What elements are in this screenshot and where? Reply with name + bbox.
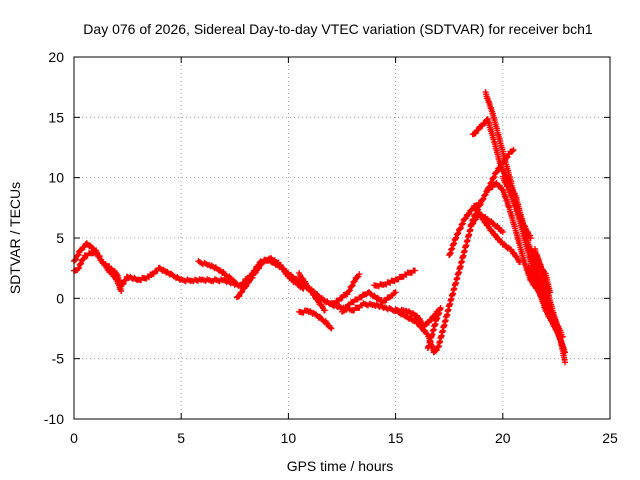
data-point-markers <box>371 267 418 290</box>
data-point-markers <box>328 271 363 307</box>
data-point-markers <box>534 252 553 296</box>
series-track-h <box>328 271 363 307</box>
y-axis-label: SDTVAR / TECUs <box>7 182 23 294</box>
data-point-markers <box>392 306 427 328</box>
data-point-markers <box>499 173 534 241</box>
y-tick-label: 5 <box>56 230 64 246</box>
series-track-e <box>233 255 307 301</box>
series-track-s <box>484 146 517 192</box>
series-track-g <box>296 307 335 332</box>
chart-title: Day 076 of 2026, Sidereal Day-to-day VTE… <box>83 21 593 37</box>
data-point-markers <box>296 270 328 314</box>
data-point-markers <box>446 198 485 259</box>
y-tick-label: 0 <box>56 290 64 306</box>
data-point-markers <box>296 307 335 332</box>
y-tick-label: 15 <box>48 109 64 125</box>
series-track-i <box>339 289 399 315</box>
series-track-m <box>418 307 442 331</box>
x-tick-label: 0 <box>70 430 78 446</box>
x-tick-label: 20 <box>495 430 511 446</box>
series-track-k <box>392 306 427 328</box>
data-point-markers <box>195 258 240 287</box>
data-point-markers <box>103 264 125 295</box>
series-track-f <box>296 270 328 314</box>
data-point-markers <box>233 255 307 301</box>
x-tick-label: 10 <box>281 430 297 446</box>
x-tick-label: 25 <box>602 430 618 446</box>
axis-ticks: 0 5 10 15 20 25 -10 -5 0 5 10 15 20 <box>44 49 618 446</box>
y-tick-label: -5 <box>52 351 65 367</box>
data-point-markers <box>484 146 517 192</box>
data-point-markers <box>418 307 442 331</box>
series-track-j <box>371 267 418 290</box>
series-track-p <box>471 203 523 266</box>
data-point-markers <box>471 203 523 266</box>
data-point-markers <box>339 289 399 315</box>
x-axis-label: GPS time / hours <box>287 458 394 474</box>
x-tick-label: 15 <box>388 430 404 446</box>
series-track-t <box>499 173 534 241</box>
y-tick-label: -10 <box>44 411 64 427</box>
y-tick-label: 10 <box>48 170 64 186</box>
x-tick-label: 5 <box>177 430 185 446</box>
series-track-c <box>103 264 125 295</box>
series-track-w <box>534 252 553 296</box>
y-tick-label: 20 <box>48 49 64 65</box>
series-track-n <box>446 198 485 259</box>
series-track-d <box>195 258 240 287</box>
